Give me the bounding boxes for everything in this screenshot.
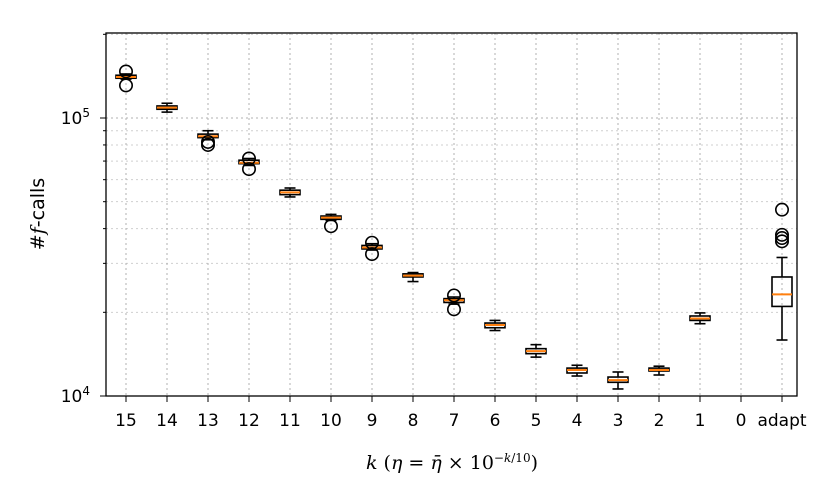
flier-point	[119, 78, 134, 93]
box-6	[484, 319, 506, 332]
box-13	[197, 129, 219, 152]
x-tick-label-7: 7	[449, 411, 460, 431]
box-5	[525, 343, 547, 358]
box-9	[361, 235, 383, 262]
x-tick-label-2: 2	[654, 411, 665, 431]
box-7	[443, 288, 465, 317]
axis-ticks: 15 14 13 12 11 10 9 8 7 6 5 4 3 2 1 0 adapt	[100, 33, 807, 431]
flier-point	[774, 202, 789, 217]
flier-point	[364, 247, 379, 262]
y-tick-label-1e5: 105	[61, 106, 90, 129]
box-12	[238, 151, 260, 177]
x-tick-label-3: 3	[613, 411, 624, 431]
x-tick-label-5: 5	[531, 411, 542, 431]
box-1	[689, 312, 711, 325]
flier-point	[364, 235, 379, 250]
x-tick-label-1: 1	[695, 411, 706, 431]
x-tick-label-8: 8	[408, 411, 419, 431]
y-axis-label: #f-calls	[27, 178, 49, 250]
box-3	[607, 371, 629, 390]
x-tick-label-9: 9	[367, 411, 378, 431]
box-series	[115, 64, 793, 390]
x-tick-label-0: 0	[736, 411, 747, 431]
x-tick-label-11: 11	[279, 411, 301, 431]
flier-point	[323, 219, 338, 234]
flier-point	[119, 64, 134, 79]
x-tick-label-12: 12	[238, 411, 260, 431]
x-axis-label: k (η = η̄ × 10−k/10)	[366, 451, 538, 474]
box-10	[320, 213, 342, 234]
x-tick-label-14: 14	[156, 411, 178, 431]
flier-point	[201, 134, 216, 149]
box-4	[566, 364, 588, 377]
box-iqr	[771, 276, 793, 308]
flier-point	[242, 162, 257, 177]
x-tick-label-4: 4	[572, 411, 583, 431]
flier-point	[446, 288, 461, 303]
grid-lines	[106, 33, 797, 397]
flier-point	[774, 227, 789, 242]
x-tick-label-6: 6	[490, 411, 501, 431]
y-tick-label-1e4: 104	[61, 384, 90, 407]
box-14	[156, 102, 178, 113]
x-tick-label-13: 13	[197, 411, 219, 431]
flier-point	[774, 234, 789, 249]
x-tick-label-adapt: adapt	[757, 411, 806, 431]
plot-frame	[105, 32, 798, 397]
box-adapt	[771, 202, 793, 341]
flier-point	[242, 151, 257, 166]
box-2	[648, 365, 670, 376]
box-8	[402, 271, 424, 283]
box-11	[279, 187, 301, 198]
x-tick-label-15: 15	[115, 411, 137, 431]
flier-point	[446, 302, 461, 317]
x-tick-label-10: 10	[320, 411, 342, 431]
box-15	[115, 64, 137, 93]
